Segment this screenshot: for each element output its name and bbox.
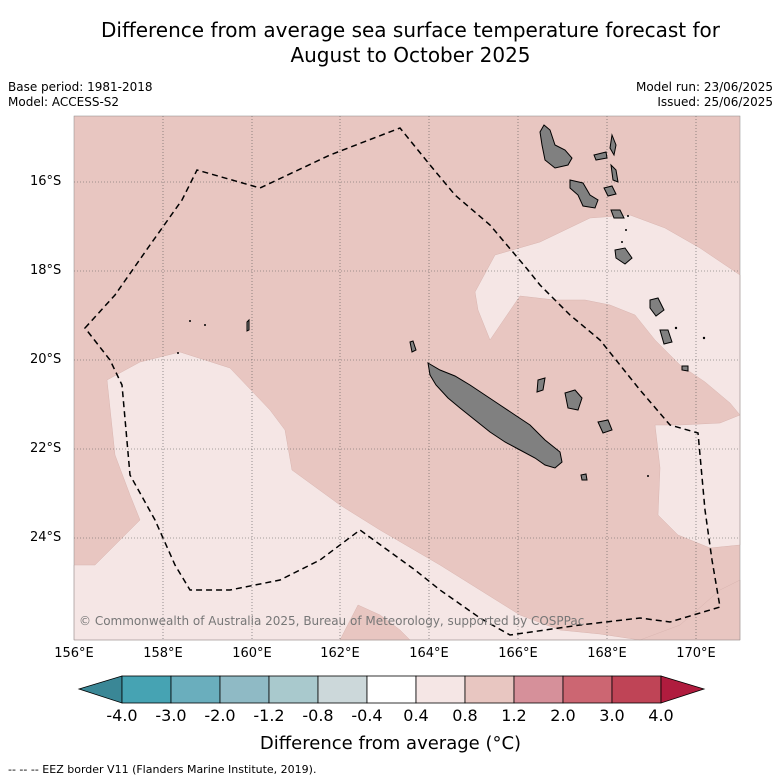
grid-lines	[74, 116, 740, 640]
lat-label-24s: 24°S	[30, 530, 62, 545]
colorbar-tick: -3.0	[155, 706, 187, 725]
vanuatu-ambrym	[603, 185, 617, 197]
lon-label-164e: 164°E	[409, 646, 449, 661]
colorbar-tick: 1.2	[501, 706, 527, 725]
base-period: Base period: 1981-2018	[8, 80, 153, 94]
lon-label-156e: 156°E	[54, 646, 94, 661]
copyright-notice: © Commonwealth of Australia 2025, Bureau…	[79, 614, 585, 628]
colorbar-segment-1	[121, 675, 172, 704]
colorbar-segment-8	[464, 675, 515, 704]
lon-label-160e: 160°E	[232, 646, 272, 661]
lon-label-162e: 162°E	[320, 646, 360, 661]
map-frame	[73, 115, 741, 641]
land-masses	[246, 124, 689, 481]
lon-label-168e: 168°E	[587, 646, 627, 661]
vanuatu-aneityum	[681, 365, 689, 372]
colorbar-segment-9	[513, 675, 564, 704]
vanuatu-erromango	[649, 297, 665, 317]
colorbar-extend-high	[660, 675, 706, 704]
vanuatu-epi	[610, 209, 625, 219]
model-run: Model run: 23/06/2025	[635, 80, 773, 94]
lon-label-158e: 158°E	[143, 646, 183, 661]
colorbar-extend-low	[77, 675, 123, 704]
vanuatu-tanna	[659, 329, 673, 345]
colorbar-tick: -2.0	[204, 706, 236, 725]
colorbar	[77, 675, 706, 704]
map-title: Difference from average sea surface temp…	[40, 18, 781, 68]
vanuatu-pentecost	[610, 163, 619, 183]
colorbar-segment-5	[317, 675, 368, 704]
colorbar-tick: 4.0	[648, 706, 674, 725]
colorbar-segment-4	[268, 675, 319, 704]
vanuatu-maewo	[609, 133, 617, 157]
loyalty-island-2	[597, 419, 613, 434]
colorbar-tick: 3.0	[599, 706, 625, 725]
vanuatu-espiritu-santo	[539, 124, 573, 169]
lon-label-166e: 166°E	[498, 646, 538, 661]
meta-left: Base period: 1981-2018 Model: ACCESS-S2	[8, 80, 153, 110]
vanuatu-malakula	[569, 179, 599, 209]
colorbar-segment-2	[170, 675, 221, 704]
new-caledonia-island	[427, 362, 563, 469]
colorbar-segment-3	[219, 675, 270, 704]
colorbar-segment-7	[415, 675, 466, 704]
colorbar-tick: -0.8	[302, 706, 334, 725]
colorbar-tick: 0.4	[403, 706, 429, 725]
colorbar-tick: -1.2	[253, 706, 285, 725]
colorbar-tick: 0.8	[452, 706, 478, 725]
warm-anomaly-region-southeast	[654, 414, 741, 549]
belep-islands	[409, 340, 417, 353]
colorbar-segment-10	[562, 675, 613, 704]
small-islets	[177, 215, 706, 477]
lat-label-22s: 22°S	[30, 441, 62, 456]
isle-of-pines	[580, 473, 588, 481]
colorbar-title: Difference from average (°C)	[259, 733, 522, 754]
vanuatu-ambae	[593, 151, 608, 161]
warm-anomaly-region-east	[474, 214, 741, 416]
lat-label-18s: 18°S	[30, 263, 62, 278]
lon-label-170e: 170°E	[676, 646, 716, 661]
model-name: Model: ACCESS-S2	[8, 95, 120, 109]
title-line-2: August to October 2025	[290, 43, 531, 67]
loyalty-island-3	[536, 377, 546, 393]
warm-anomaly-region-southwest	[73, 351, 641, 641]
title-line-1: Difference from average sea surface temp…	[100, 18, 720, 42]
vanuatu-efate	[614, 247, 633, 265]
eez-border	[84, 127, 721, 636]
lat-label-16s: 16°S	[30, 174, 62, 189]
loyalty-island-1	[564, 389, 583, 411]
issued-date: Issued: 25/06/2025	[657, 95, 773, 109]
colorbar-segment-11	[611, 675, 662, 704]
eez-legend-footer: -- -- -- EEZ border V11 (Flanders Marine…	[8, 763, 317, 776]
colorbar-tick: -0.4	[351, 706, 383, 725]
colorbar-tick: -4.0	[106, 706, 138, 725]
lat-label-20s: 20°S	[30, 352, 62, 367]
chesterfield-islet	[246, 318, 250, 332]
meta-right: Model run: 23/06/2025 Issued: 25/06/2025	[636, 80, 773, 110]
colorbar-tick: 2.0	[550, 706, 576, 725]
colorbar-segment-6	[366, 675, 417, 704]
